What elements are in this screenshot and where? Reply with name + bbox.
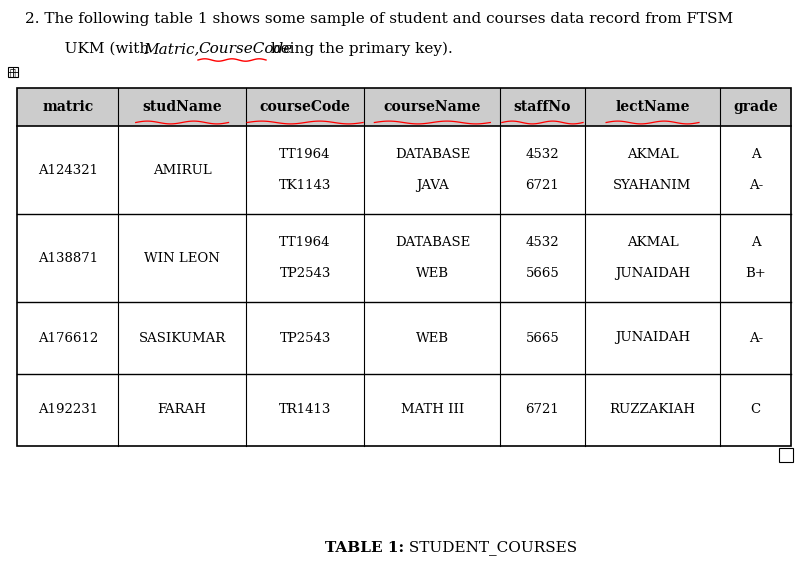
Text: AKMAL: AKMAL — [627, 235, 679, 249]
Text: TP2543: TP2543 — [280, 332, 330, 345]
Text: studName: studName — [142, 100, 222, 114]
Text: SASIKUMAR: SASIKUMAR — [138, 332, 225, 345]
Text: B+: B+ — [745, 267, 766, 280]
Text: A124321: A124321 — [38, 164, 98, 176]
Text: SYAHANIM: SYAHANIM — [613, 179, 692, 193]
Text: A: A — [751, 235, 760, 249]
Text: courseCode: courseCode — [259, 100, 351, 114]
Text: Matric,: Matric, — [144, 42, 205, 56]
Text: TT1964: TT1964 — [280, 148, 330, 161]
Text: AKMAL: AKMAL — [627, 148, 679, 161]
Text: JAVA: JAVA — [416, 179, 448, 193]
Bar — [17, 88, 791, 446]
Text: TT1964: TT1964 — [280, 235, 330, 249]
Text: 5665: 5665 — [525, 267, 559, 280]
Text: WEB: WEB — [416, 332, 449, 345]
Bar — [17, 88, 791, 126]
Text: A176612: A176612 — [38, 332, 98, 345]
Text: 6721: 6721 — [525, 179, 559, 193]
Bar — [8, 67, 18, 77]
Text: DATABASE: DATABASE — [395, 148, 470, 161]
Bar — [779, 448, 793, 462]
Text: FARAH: FARAH — [158, 404, 207, 416]
Text: TK1143: TK1143 — [279, 179, 331, 193]
Text: matric: matric — [42, 100, 94, 114]
Text: A-: A- — [749, 179, 763, 193]
Text: TR1413: TR1413 — [279, 404, 331, 416]
Text: WEB: WEB — [416, 267, 449, 280]
Text: JUNAIDAH: JUNAIDAH — [615, 267, 690, 280]
Text: 4532: 4532 — [526, 235, 559, 249]
Text: being the primary key).: being the primary key). — [266, 42, 452, 56]
Text: lectName: lectName — [615, 100, 690, 114]
Text: courseName: courseName — [384, 100, 481, 114]
Text: 2. The following table 1 shows some sample of student and courses data record fr: 2. The following table 1 shows some samp… — [25, 12, 733, 26]
Text: TABLE 1:: TABLE 1: — [325, 541, 404, 555]
Text: STUDENT_COURSES: STUDENT_COURSES — [404, 541, 577, 556]
Text: CourseCode: CourseCode — [198, 42, 292, 56]
Text: A138871: A138871 — [38, 252, 98, 264]
Text: A192231: A192231 — [38, 404, 98, 416]
Text: C: C — [751, 404, 761, 416]
Text: WIN LEON: WIN LEON — [144, 252, 220, 264]
Text: 5665: 5665 — [525, 332, 559, 345]
Text: 6721: 6721 — [525, 404, 559, 416]
Text: AMIRUL: AMIRUL — [153, 164, 212, 176]
Text: UKM (with: UKM (with — [50, 42, 154, 56]
Text: ⬝: ⬝ — [9, 67, 15, 77]
Text: TP2543: TP2543 — [280, 267, 330, 280]
Text: JUNAIDAH: JUNAIDAH — [615, 332, 690, 345]
Text: grade: grade — [734, 100, 778, 114]
Text: staffNo: staffNo — [514, 100, 571, 114]
Text: RUZZAKIAH: RUZZAKIAH — [609, 404, 696, 416]
Text: DATABASE: DATABASE — [395, 235, 470, 249]
Text: MATH III: MATH III — [401, 404, 464, 416]
Text: 4532: 4532 — [526, 148, 559, 161]
Text: A: A — [751, 148, 760, 161]
Text: A-: A- — [749, 332, 763, 345]
